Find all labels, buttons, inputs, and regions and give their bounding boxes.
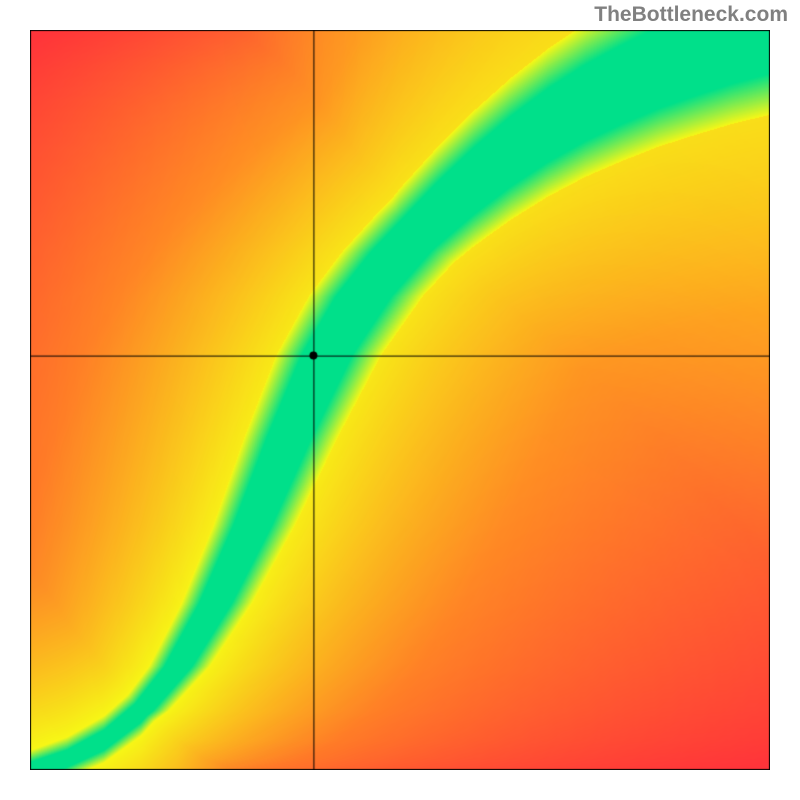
chart-container: TheBottleneck.com	[0, 0, 800, 800]
heatmap-canvas	[30, 30, 770, 770]
watermark-text: TheBottleneck.com	[594, 3, 788, 27]
